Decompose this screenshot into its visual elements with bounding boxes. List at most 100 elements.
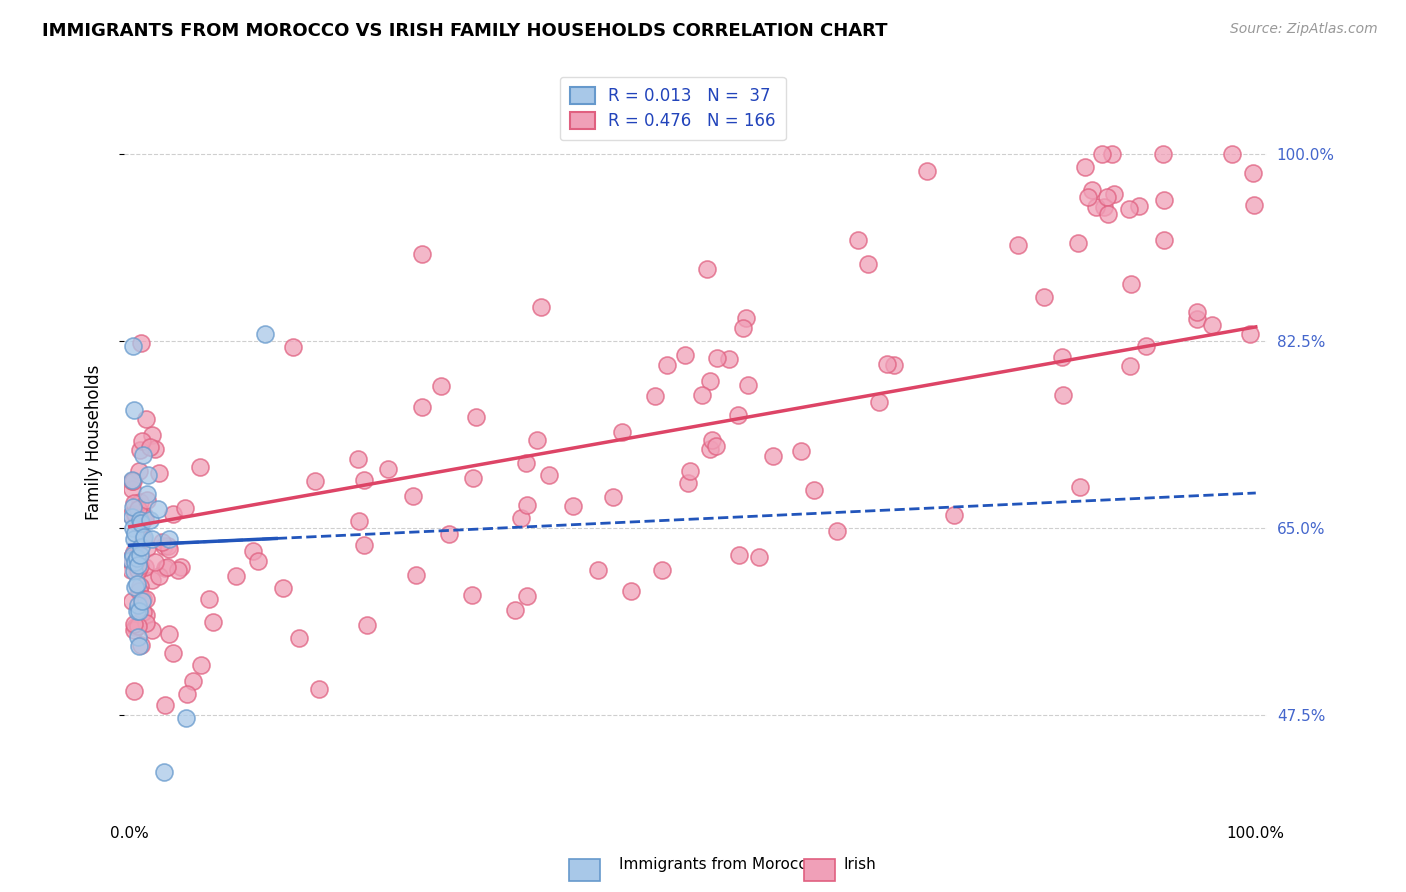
Point: [173, 500, 195, 515]
Point: [125, 604, 148, 618]
Point: [1007, 238, 1029, 252]
Point: [132, 592, 155, 607]
Point: [122, 683, 145, 698]
Point: [1081, 183, 1104, 197]
Point: [135, 487, 157, 501]
Point: [1104, 187, 1126, 202]
Point: [377, 462, 399, 476]
Point: [868, 395, 890, 409]
Point: [135, 608, 157, 623]
Point: [737, 377, 759, 392]
Point: [411, 247, 433, 261]
Point: [1241, 166, 1264, 180]
Point: [1085, 200, 1108, 214]
Point: [120, 563, 142, 577]
Point: [127, 502, 149, 516]
Point: [1033, 290, 1056, 304]
Point: [762, 449, 785, 463]
Point: [620, 583, 643, 598]
Point: [437, 527, 460, 541]
Point: [135, 592, 157, 607]
Point: [122, 616, 145, 631]
Point: [127, 563, 149, 577]
Point: [190, 658, 212, 673]
Point: [128, 579, 150, 593]
Point: [1069, 480, 1091, 494]
Point: [530, 300, 553, 314]
Point: [141, 428, 163, 442]
Point: [699, 442, 721, 456]
Point: [124, 580, 146, 594]
Point: [129, 638, 152, 652]
Point: [141, 623, 163, 637]
Point: [122, 474, 145, 488]
Point: [717, 351, 740, 366]
Point: [225, 569, 247, 583]
Point: [1121, 277, 1143, 291]
Point: [516, 498, 538, 512]
Point: [465, 410, 488, 425]
Point: [242, 544, 264, 558]
Point: [127, 516, 149, 531]
Point: [152, 764, 174, 779]
Point: [347, 452, 370, 467]
Point: [128, 584, 150, 599]
Point: [174, 711, 197, 725]
Point: [157, 541, 180, 556]
Point: [146, 501, 169, 516]
Y-axis label: Family Households: Family Households: [86, 365, 103, 520]
Point: [1135, 339, 1157, 353]
Point: [127, 598, 149, 612]
Point: [124, 507, 146, 521]
Point: [1119, 359, 1142, 373]
Point: [699, 374, 721, 388]
Point: [120, 553, 142, 567]
Point: [1128, 199, 1150, 213]
Point: [610, 425, 633, 440]
Point: [405, 568, 427, 582]
Point: [131, 434, 153, 449]
Point: [138, 441, 160, 455]
Point: [128, 464, 150, 478]
Point: [157, 540, 180, 554]
Point: [790, 443, 813, 458]
Point: [735, 311, 758, 326]
Point: [131, 593, 153, 607]
Point: [676, 475, 699, 490]
Point: [748, 549, 770, 564]
Point: [135, 541, 157, 555]
Point: [125, 576, 148, 591]
Point: [129, 516, 152, 531]
Point: [1092, 201, 1115, 215]
Point: [356, 618, 378, 632]
Point: [127, 630, 149, 644]
Point: [1074, 160, 1097, 174]
Point: [287, 631, 309, 645]
Point: [700, 433, 723, 447]
Point: [141, 574, 163, 588]
Point: [1095, 189, 1118, 203]
Point: [127, 619, 149, 633]
Point: [153, 539, 176, 553]
Point: [308, 681, 330, 696]
Point: [526, 434, 548, 448]
Point: [1091, 147, 1114, 161]
Point: [516, 589, 538, 603]
Point: [153, 561, 176, 575]
Point: [134, 511, 156, 525]
Point: [120, 550, 142, 565]
Point: [1153, 193, 1175, 207]
Point: [128, 604, 150, 618]
Point: [304, 474, 326, 488]
Point: [188, 459, 211, 474]
Point: [120, 508, 142, 522]
Point: [162, 507, 184, 521]
Point: [856, 256, 879, 270]
Point: [1220, 147, 1243, 161]
Point: [1050, 350, 1073, 364]
Point: [120, 554, 142, 568]
Point: [121, 473, 143, 487]
Point: [122, 339, 145, 353]
Point: [129, 335, 152, 350]
Point: [124, 620, 146, 634]
